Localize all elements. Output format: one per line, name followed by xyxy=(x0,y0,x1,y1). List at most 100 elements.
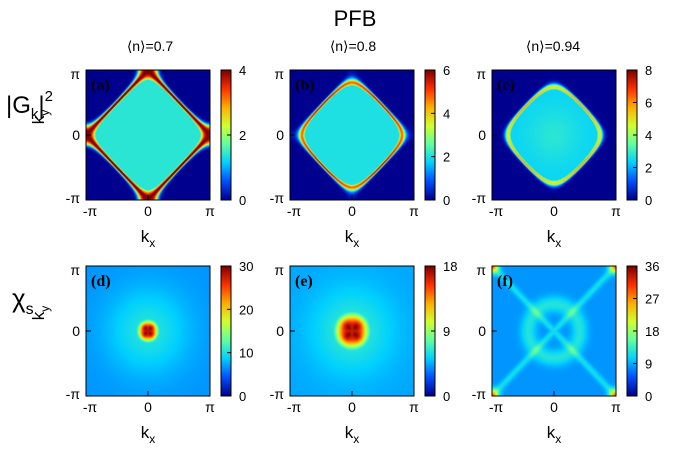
y-tick-label: -π xyxy=(472,190,487,206)
y-tick-label: -π xyxy=(270,190,285,206)
colorbar-tick-label: 6 xyxy=(443,63,450,78)
colorbar-tick-label: 2 xyxy=(443,150,450,165)
x-tick-label: -π xyxy=(287,399,302,415)
y-tick-label: 0 xyxy=(478,127,486,143)
x-tick-label: π xyxy=(205,399,215,415)
x-tick-label: π xyxy=(409,203,419,219)
colorbar-tick-label: 27 xyxy=(645,292,659,307)
colorbar-frame xyxy=(220,265,232,397)
x-tick-label: π xyxy=(611,399,621,415)
panel-label: (e) xyxy=(295,273,313,290)
column-title-2: ⟨n⟩=0.8 xyxy=(330,38,377,54)
column-title-1: ⟨n⟩=0.7 xyxy=(127,38,174,54)
y-tick-label: π xyxy=(70,66,80,82)
heatmap-image xyxy=(86,266,210,396)
colorbar-tick-label: 0 xyxy=(239,389,246,404)
y-tick-label: π xyxy=(476,66,486,82)
colorbar-tick-label: 0 xyxy=(645,193,652,208)
x-tick-label: π xyxy=(611,203,621,219)
x-tick-label: π xyxy=(205,203,215,219)
colorbar-tick-label: 0 xyxy=(443,389,450,404)
y-tick-label: -π xyxy=(270,386,285,402)
panel-a: (a) -π 0 π π 0 -π kx ky 0 2 4 xyxy=(29,63,246,250)
colorbar-tick-label: 6 xyxy=(645,96,652,111)
row-label-spin-susceptibility: χs xyxy=(12,283,34,318)
y-tick-label: 0 xyxy=(72,127,80,143)
x-axis-label: kx xyxy=(345,227,360,250)
x-tick-label: 0 xyxy=(348,399,356,415)
x-tick-label: -π xyxy=(489,203,504,219)
heatmap-image xyxy=(86,70,210,200)
y-tick-label: 0 xyxy=(276,127,284,143)
colorbar-tick-label: 18 xyxy=(443,259,457,274)
colorbar-tick-label: 18 xyxy=(645,324,659,339)
panel-b: (b) -π 0 π π 0 -π kx 0 2 4 6 xyxy=(270,63,451,250)
x-axis-label: kx xyxy=(547,423,562,446)
y-tick-label: -π xyxy=(66,190,81,206)
y-tick-label: 0 xyxy=(276,323,284,339)
colorbar xyxy=(221,266,231,396)
y-tick-label: 0 xyxy=(478,323,486,339)
y-tick-label: π xyxy=(274,262,284,278)
x-axis-label: kx xyxy=(345,423,360,446)
x-tick-label: -π xyxy=(83,399,98,415)
panel-label: (b) xyxy=(295,77,315,94)
colorbar-tick-label: 8 xyxy=(645,63,652,78)
colorbar xyxy=(425,266,435,396)
svg-text:χs: χs xyxy=(12,283,34,318)
y-tick-label: π xyxy=(274,66,284,82)
y-axis-label: ky xyxy=(29,306,52,321)
colorbar xyxy=(221,70,231,200)
x-axis-label: kx xyxy=(547,227,562,250)
heatmap-image xyxy=(290,266,414,396)
colorbar-tick-label: 20 xyxy=(239,302,253,317)
x-tick-label: 0 xyxy=(550,399,558,415)
y-tick-label: -π xyxy=(66,386,81,402)
heatmap-image xyxy=(492,70,616,200)
x-tick-label: 0 xyxy=(144,399,152,415)
heatmap-image xyxy=(492,266,616,396)
figure-title: PFB xyxy=(334,6,377,31)
x-tick-label: 0 xyxy=(550,203,558,219)
colorbar-tick-label: 36 xyxy=(645,259,659,274)
panel-label: (c) xyxy=(497,77,515,94)
panel-label: (d) xyxy=(91,273,111,290)
panel-label: (f) xyxy=(497,273,513,290)
colorbar-tick-label: 0 xyxy=(645,389,652,404)
colorbar-tick-label: 2 xyxy=(239,128,246,143)
y-tick-label: 0 xyxy=(72,323,80,339)
colorbar-tick-label: 4 xyxy=(443,106,450,121)
y-tick-label: -π xyxy=(472,386,487,402)
x-tick-label: 0 xyxy=(144,203,152,219)
panel-c: (c) -π 0 π π 0 -π kx 0 2 4 6 8 xyxy=(472,63,653,250)
colorbar-tick-label: 4 xyxy=(645,128,652,143)
y-axis-label: ky xyxy=(29,110,52,125)
y-tick-label: π xyxy=(70,262,80,278)
panel-label: (a) xyxy=(91,77,110,94)
x-tick-label: -π xyxy=(489,399,504,415)
x-tick-label: 0 xyxy=(348,203,356,219)
x-tick-label: π xyxy=(409,399,419,415)
colorbar-tick-label: 9 xyxy=(645,357,652,372)
panel-e: (e) -π 0 π π 0 -π kx 0 9 18 xyxy=(270,259,458,446)
svg-text:|Gk|2: |Gk|2 xyxy=(6,88,53,123)
colorbar-tick-label: 0 xyxy=(443,193,450,208)
x-tick-label: -π xyxy=(83,203,98,219)
colorbar-tick-label: 9 xyxy=(443,324,450,339)
colorbar-tick-label: 4 xyxy=(239,63,246,78)
colorbar-tick-label: 30 xyxy=(239,259,253,274)
heatmap-image xyxy=(290,70,414,200)
colorbar xyxy=(627,266,637,396)
colorbar-tick-label: 2 xyxy=(645,161,652,176)
y-tick-label: π xyxy=(476,262,486,278)
x-tick-label: -π xyxy=(287,203,302,219)
row-label-green-function: |Gk|2 xyxy=(6,88,53,123)
colorbar-tick-label: 10 xyxy=(239,346,253,361)
x-axis-label: kx xyxy=(141,227,156,250)
panel-d: (d) -π 0 π π 0 -π kx ky 0 10 20 30 xyxy=(29,259,253,446)
colorbar-tick-label: 0 xyxy=(239,193,246,208)
x-axis-label: kx xyxy=(141,423,156,446)
colorbar xyxy=(425,70,435,200)
column-title-3: ⟨n⟩=0.94 xyxy=(526,38,580,54)
